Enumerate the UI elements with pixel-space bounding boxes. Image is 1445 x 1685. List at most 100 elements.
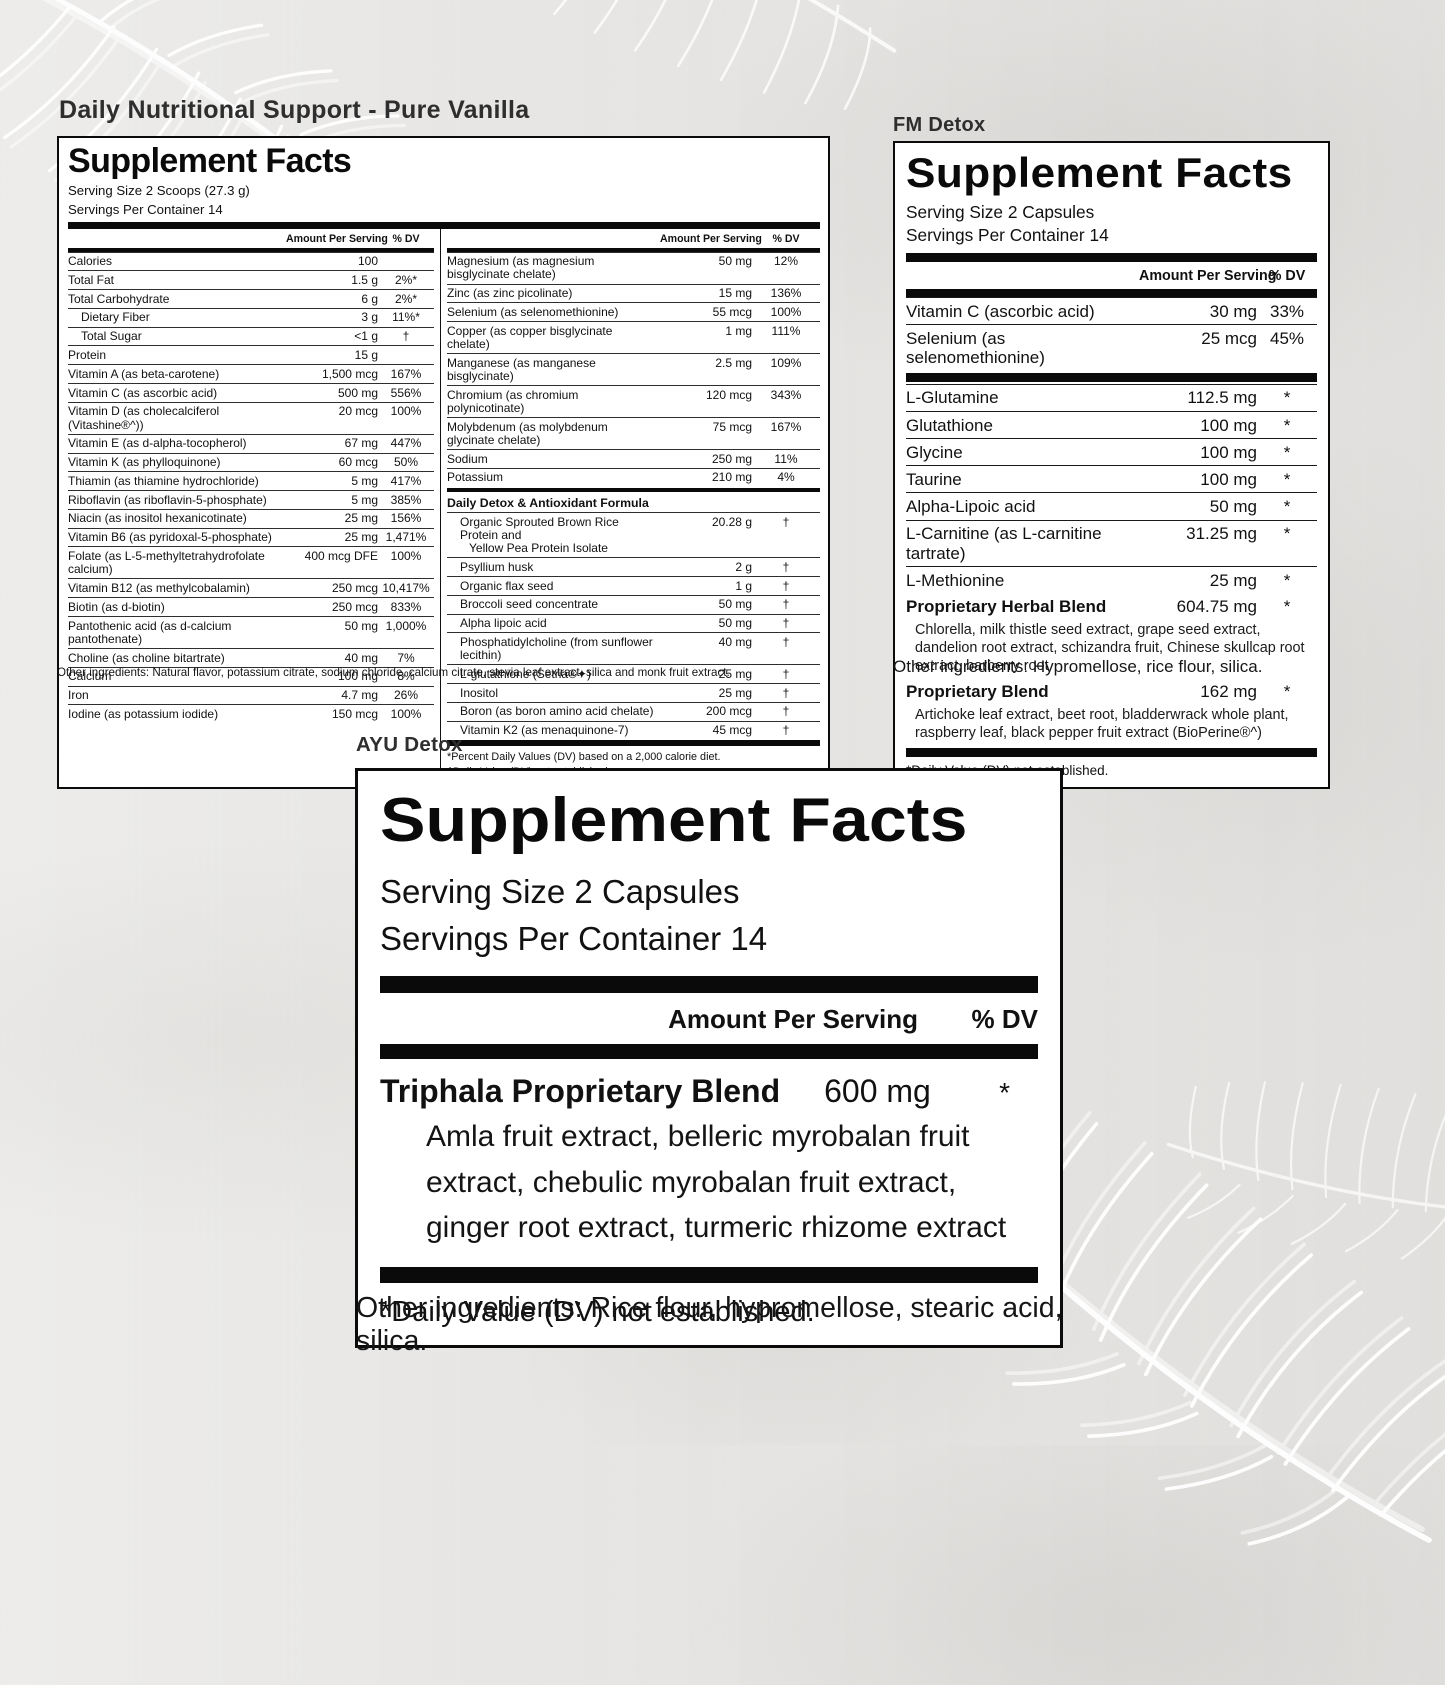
nutrient-name: Iron (68, 688, 89, 703)
table-row: Alpha-Lipoic acid 50 mg * (906, 492, 1317, 519)
nutrient-name: L-glutathione (Setria®✦) (460, 666, 591, 681)
nutrient-amount: 75 mcg (712, 419, 752, 434)
dv-header: % DV (392, 232, 420, 245)
nutrient-dv: † (782, 704, 790, 719)
nutrient-name: Pantothenic acid (as d-calcium pantothen… (68, 618, 232, 646)
nutrient-name: Protein (68, 348, 107, 363)
table-row: Vitamin K2 (as menaquinone-7) 45 mcg † (447, 720, 820, 740)
nutrient-name: Thiamin (as thiamine hydrochloride) (68, 473, 259, 488)
nutrient-name: Vitamin A (as beta-carotene) (68, 366, 220, 381)
nutrient-name: L-Glutamine (906, 388, 999, 408)
table-row: Pantothenic acid (as d-calcium pantothen… (68, 615, 434, 648)
column-header: Amount Per Serving % DV (906, 262, 1317, 289)
table-row: Broccoli seed concentrate 50 mg † (447, 594, 820, 614)
table-row: Dietary Fiber 3 g 11%* (68, 307, 434, 327)
table-row: Riboflavin (as riboflavin-5-phosphate) 5… (68, 490, 434, 509)
nutrient-dv: * (1283, 388, 1291, 408)
blend-row: Proprietary Herbal Blend 604.75 mg * Chl… (906, 593, 1317, 678)
nutrient-amount: 150 mcg (331, 706, 378, 721)
nutrient-dv: 10,417% (382, 581, 430, 595)
nutrient-dv: 167% (770, 419, 802, 434)
divider-bar (906, 253, 1317, 263)
nutrient-dv: 109% (770, 355, 802, 370)
nutrient-name: Iodine (as potassium iodide) (68, 706, 219, 721)
nutrient-amount: 15 mg (718, 286, 752, 301)
nutrient-amount: 50 mg (718, 254, 752, 269)
nutrient-amount: 1 g (735, 578, 752, 593)
table-row: Zinc (as zinc picolinate) 15 mg 136% (447, 283, 820, 303)
table-row: Choline (as choline bitartrate) 40 mg 7% (68, 647, 434, 667)
table-row: Selenium (as selenomethionine) 55 mcg 10… (447, 302, 820, 321)
nutrient-name: Zinc (as zinc picolinate) (447, 286, 573, 301)
nutrient-amount: 20.28 g (711, 514, 752, 529)
panel1-serving-size: Serving Size 2 Scoops (27.3 g) (68, 182, 250, 198)
table-row: Taurine 100 mg * (906, 465, 1317, 492)
nutrient-amount: 6 g (361, 291, 378, 306)
nutrient-dv: * (1283, 570, 1291, 590)
panel2-other-ingredients: Other ingredients: Hypromellose, rice fl… (893, 657, 1263, 676)
nutrient-amount: 60 mcg (338, 455, 378, 470)
table-row: Glutathione 100 mg * (906, 411, 1317, 438)
nutrient-dv: 100% (390, 706, 422, 721)
nutrient-amount: 67 mg (344, 436, 378, 451)
nutrient-name: Boron (as boron amino acid chelate) (460, 704, 654, 719)
blend-dv: * (1283, 597, 1291, 617)
table-row: Thiamin (as thiamine hydrochloride) 5 mg… (68, 471, 434, 490)
nutrient-name: Total Carbohydrate (68, 291, 170, 306)
nutrient-dv: 100% (770, 304, 802, 319)
table-row: Copper (as copper bisglycinate chelate) … (447, 321, 820, 353)
nutrient-dv: 26% (393, 688, 419, 703)
nutrient-amount: 50 mg (718, 616, 752, 631)
nutrient-dv: 167% (390, 366, 422, 381)
amount-header: Amount Per Serving (286, 232, 388, 245)
nutrient-dv: 833% (390, 599, 422, 614)
nutrient-dv: 11%* (392, 310, 420, 325)
table-row: Biotin (as d-biotin) 250 mcg 833% (68, 597, 434, 616)
nutrient-dv: † (782, 559, 790, 574)
table-row: Vitamin E (as d-alpha-tocopherol) 67 mg … (68, 433, 434, 453)
nutrient-amount: 1.5 g (351, 272, 378, 287)
nutrient-name: Inositol (460, 685, 499, 700)
nutrient-name: Vitamin K (as phylloquinone) (68, 455, 221, 470)
nutrient-amount: 50 mg (718, 597, 752, 612)
blend-name: Triphala Proprietary Blend (380, 1072, 781, 1109)
nutrient-amount: 40 mg (718, 634, 752, 649)
nutrient-amount: 30 mg (1209, 301, 1257, 321)
nutrient-amount: 55 mcg (712, 304, 752, 319)
nutrient-name: Taurine (906, 469, 962, 489)
divider-bar (906, 372, 1317, 382)
panel2-supplement-facts: Supplement Facts Serving Size 2 Capsules… (893, 141, 1330, 789)
dv-header: % DV (1268, 268, 1306, 285)
table-row: Vitamin K (as phylloquinone) 60 mcg 50% (68, 452, 434, 472)
nutrient-dv: 136% (770, 286, 802, 301)
nutrient-name: Magnesium (as magnesium bisglycinate che… (447, 254, 595, 282)
divider-bar (68, 221, 820, 229)
table-row: Molybdenum (as molybdenum glycinate chel… (447, 416, 820, 449)
table-row: Vitamin B12 (as methylcobalamin) 250 mcg… (68, 578, 434, 597)
nutrient-name: Selenium (as selenomethionine) (906, 328, 1045, 368)
panel1-product-title: Daily Nutritional Support - Pure Vanilla (59, 96, 530, 124)
nutrient-dv: * (1283, 497, 1291, 517)
nutrient-dv: † (782, 616, 790, 631)
column-header: Amount Per Serving % DV (380, 993, 1038, 1044)
nutrient-amount: 2.5 mg (715, 355, 752, 370)
nutrient-name: Dietary Fiber (81, 310, 150, 325)
nutrient-amount: 15 g (354, 348, 378, 363)
amount-header: Amount Per Serving (660, 232, 762, 245)
panel2-servings-per-container: Servings Per Container 14 (906, 224, 1109, 245)
nutrient-amount: 250 mcg (331, 599, 378, 614)
table-row: Manganese (as manganese bisglycinate) 2.… (447, 353, 820, 385)
table-row: Total Carbohydrate 6 g 2%* (68, 289, 434, 308)
nutrient-name: Vitamin B6 (as pyridoxal-5-phosphate) (68, 530, 272, 545)
panel1-mineral-rows: Magnesium (as magnesium bisglycinate che… (447, 251, 820, 487)
nutrient-name: Chromium (as chromium polynicotinate) (447, 387, 579, 415)
divider-bar (906, 289, 1317, 298)
nutrient-name: Manganese (as manganese bisglycinate) (447, 355, 596, 383)
nutrient-dv: 1,471% (385, 530, 427, 545)
nutrient-amount: 25 mg (344, 530, 378, 545)
nutrient-amount: 25 mg (1209, 570, 1257, 590)
nutrient-amount: 50 mg (344, 618, 378, 633)
nutrient-amount: 31.25 mg (1186, 524, 1257, 544)
panel1-other-ingredients: Other ingredients: Natural flavor, potas… (57, 666, 730, 679)
blend-dv: * (999, 1076, 1010, 1108)
